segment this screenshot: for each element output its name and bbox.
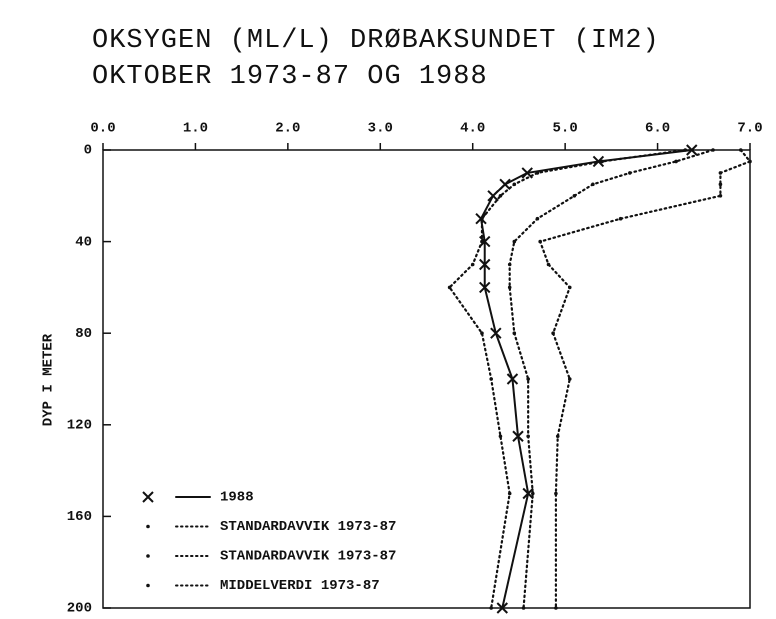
- marker: [479, 281, 491, 294]
- x-tick-label: 4.0: [460, 121, 485, 137]
- y-tick-label: 200: [67, 601, 92, 617]
- marker: [592, 155, 605, 168]
- marker: [490, 327, 502, 339]
- marker: [572, 194, 577, 198]
- x-tick-label: 0.0: [90, 121, 115, 137]
- series-line: [448, 148, 687, 610]
- marker: [535, 216, 540, 221]
- marker: [507, 262, 512, 267]
- marker: [507, 285, 512, 290]
- marker: [526, 434, 530, 439]
- marker: [512, 239, 517, 244]
- marker: [554, 606, 558, 610]
- marker: [521, 606, 526, 610]
- marker: [748, 159, 752, 164]
- x-tick-label: 2.0: [275, 121, 300, 137]
- marker: [567, 285, 572, 290]
- marker: [470, 262, 475, 267]
- y-tick-label: 160: [67, 509, 92, 525]
- marker: [674, 159, 678, 164]
- marker: [499, 178, 511, 191]
- y-tick-label: 120: [67, 418, 92, 434]
- plot-frame: [102, 149, 751, 609]
- x-tick-label: 1.0: [183, 121, 208, 137]
- marker: [507, 491, 512, 496]
- chart-title: OKSYGEN (ML/L) DRØBAKSUNDET (IM2): [92, 26, 660, 56]
- marker: [718, 182, 723, 187]
- marker: [498, 194, 503, 198]
- marker: [538, 239, 542, 244]
- marker: [146, 583, 150, 588]
- marker: [506, 373, 519, 385]
- marker: [489, 377, 494, 381]
- marker: [487, 190, 499, 202]
- x-tick-label: 3.0: [368, 121, 393, 137]
- marker: [567, 377, 572, 381]
- marker: [480, 216, 484, 221]
- marker: [512, 182, 517, 187]
- marker: [711, 148, 715, 152]
- y-tick-label: 80: [75, 326, 92, 342]
- marker: [600, 159, 604, 164]
- marker: [554, 491, 558, 496]
- marker: [489, 606, 494, 610]
- marker: [738, 148, 743, 152]
- marker: [686, 144, 698, 156]
- marker: [498, 434, 503, 439]
- marker: [512, 331, 517, 336]
- x-tick-label: 6.0: [645, 121, 670, 137]
- marker: [479, 258, 491, 271]
- y-tick-label: 40: [75, 234, 92, 250]
- marker: [551, 331, 555, 336]
- legend-label: STANDARDAVVIK 1973-87: [220, 519, 396, 535]
- marker: [555, 434, 560, 439]
- marker: [496, 602, 508, 614]
- marker: [480, 331, 484, 336]
- y-tick-label: 0: [84, 143, 92, 159]
- marker: [618, 216, 623, 221]
- legend-label: 1988: [220, 490, 254, 506]
- chart-subtitle: OKTOBER 1973-87 OG 1988: [92, 62, 488, 92]
- marker: [146, 554, 150, 558]
- marker: [718, 171, 723, 175]
- series-line: [538, 148, 752, 610]
- marker: [718, 194, 723, 198]
- marker: [447, 285, 452, 290]
- marker: [591, 182, 595, 187]
- marker: [146, 524, 150, 529]
- x-tick-label: 5.0: [553, 121, 578, 137]
- x-tick-label: 7.0: [737, 121, 762, 137]
- marker: [142, 491, 154, 503]
- marker: [546, 262, 551, 267]
- marker: [480, 239, 484, 244]
- marker: [512, 430, 524, 442]
- series-line: [479, 149, 693, 609]
- series-line: [508, 148, 715, 610]
- marker: [628, 171, 632, 175]
- marker: [526, 377, 530, 381]
- y-axis-label: DYP I METER: [41, 333, 57, 426]
- legend-label: STANDARDAVVIK 1973-87: [220, 549, 396, 565]
- marker: [530, 491, 535, 496]
- marker: [535, 171, 540, 175]
- legend-label: MIDDELVERDI 1973-87: [220, 578, 380, 594]
- marker: [683, 148, 688, 152]
